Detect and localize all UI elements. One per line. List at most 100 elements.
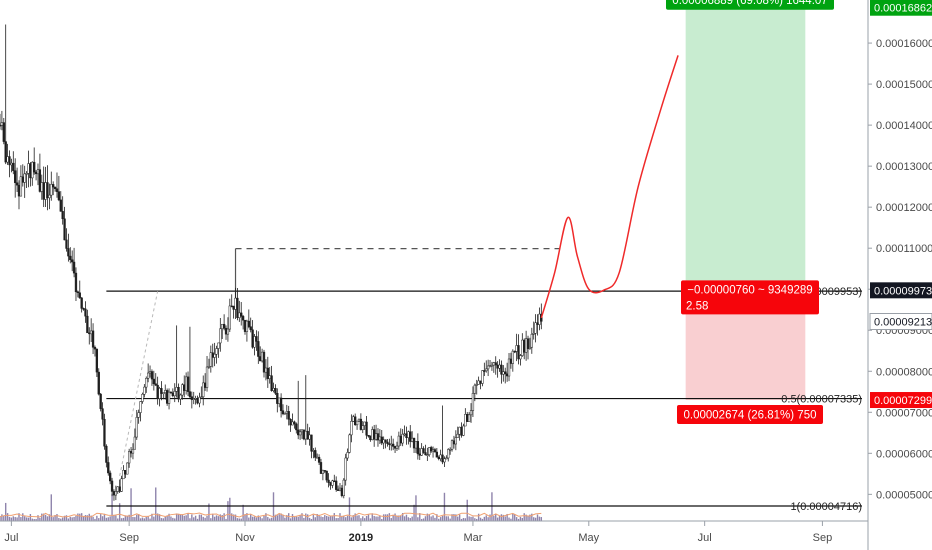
volume-bar — [377, 516, 379, 521]
volume-bar — [400, 515, 402, 521]
candle-body — [95, 348, 99, 373]
volume-bar — [61, 517, 64, 521]
volume-bar — [527, 515, 529, 521]
volume-bar — [187, 513, 189, 521]
volume-bar — [94, 518, 96, 521]
volume-bar — [424, 516, 427, 521]
volume-bar — [248, 517, 250, 521]
volume-bar — [162, 518, 165, 521]
volume-bar — [322, 517, 324, 521]
candle-body — [169, 391, 173, 394]
volume-bar — [278, 514, 280, 521]
x-tick-label: Mar — [463, 532, 482, 544]
candle-body — [411, 437, 414, 442]
candle-body — [52, 184, 55, 188]
volume-bar — [98, 518, 100, 521]
volume-bar — [392, 514, 394, 521]
candle-body — [430, 447, 433, 452]
volume-bar — [325, 515, 328, 521]
candle-body — [278, 397, 281, 404]
candle-body — [409, 431, 412, 442]
volume-bar — [360, 518, 362, 521]
candle-body — [355, 420, 359, 426]
candle-body — [133, 436, 137, 450]
volume-bar — [242, 504, 244, 521]
candle-body — [34, 171, 38, 175]
volume-bar — [210, 518, 212, 521]
volume-bar — [517, 518, 520, 521]
candle-body — [162, 392, 165, 394]
candle-body — [481, 370, 484, 384]
candle-body — [65, 239, 68, 249]
volume-bar — [308, 517, 311, 521]
candle-body — [234, 297, 237, 310]
candle-body — [500, 364, 503, 375]
candle-body — [433, 449, 437, 453]
candle-body — [90, 330, 93, 335]
candle-body — [443, 458, 446, 463]
volume-bar — [341, 515, 343, 521]
candle-body — [365, 421, 368, 436]
candle-body — [412, 437, 416, 449]
price-badge-label: 0.00009213 — [874, 317, 932, 329]
candle-body — [129, 451, 133, 454]
y-tick-label: 0.00013000 — [876, 161, 932, 173]
volume-bar — [388, 513, 391, 521]
volume-bar — [394, 513, 396, 521]
volume-bar — [90, 515, 92, 521]
candle-body — [335, 480, 338, 490]
volume-bar — [3, 515, 5, 521]
volume-bar — [430, 516, 432, 521]
volume-bar — [225, 518, 227, 521]
candle-body — [196, 398, 199, 404]
position-info-box — [681, 280, 819, 315]
candle-body — [340, 487, 344, 496]
y-tick-label: 0.00005000 — [876, 489, 932, 501]
candle-body — [238, 312, 241, 318]
target-label: 0.00006889 (69.08%) 1644.07 — [672, 0, 827, 7]
volume-bar — [155, 487, 157, 521]
volume-bar — [67, 518, 70, 521]
volume-bar — [111, 494, 113, 521]
volume-bar — [37, 515, 39, 521]
candle-body — [380, 436, 383, 444]
volume-bar — [318, 514, 320, 521]
candle-body — [25, 173, 28, 175]
candle-body — [361, 425, 364, 430]
candle-body — [222, 323, 226, 329]
volume-bar — [419, 513, 421, 521]
candle-body — [145, 378, 148, 388]
candle-body — [243, 319, 247, 332]
volume-bar — [246, 513, 248, 521]
candle-body — [135, 417, 138, 438]
candle-body — [479, 380, 482, 384]
candle-body — [42, 182, 45, 200]
candle-body — [253, 336, 256, 348]
volume-bar — [151, 513, 153, 521]
volume-bar — [221, 515, 223, 521]
candle-body — [325, 470, 328, 481]
candle-body — [393, 446, 397, 449]
volume-bar — [458, 514, 461, 521]
candle-body — [74, 272, 78, 293]
candle-body — [188, 391, 192, 397]
volume-bar — [491, 492, 493, 521]
volume-bar — [386, 514, 389, 521]
volume-bar — [356, 515, 358, 521]
candle-body — [492, 362, 495, 366]
candle-body — [274, 388, 277, 394]
candles — [0, 24, 543, 501]
candle-body — [308, 434, 311, 440]
candle-body — [236, 297, 239, 318]
volume-bar — [259, 516, 261, 521]
candle-body — [82, 308, 85, 310]
volume-bar — [130, 488, 132, 521]
position-info-line1: −0.00000760 ~ 9349289 — [687, 284, 812, 296]
price-badge — [870, 282, 932, 299]
candle-body — [534, 322, 537, 334]
volume-bar — [143, 518, 146, 521]
candle-body — [184, 376, 188, 391]
volume-ma-line — [0, 512, 542, 518]
candle-body — [469, 410, 473, 416]
